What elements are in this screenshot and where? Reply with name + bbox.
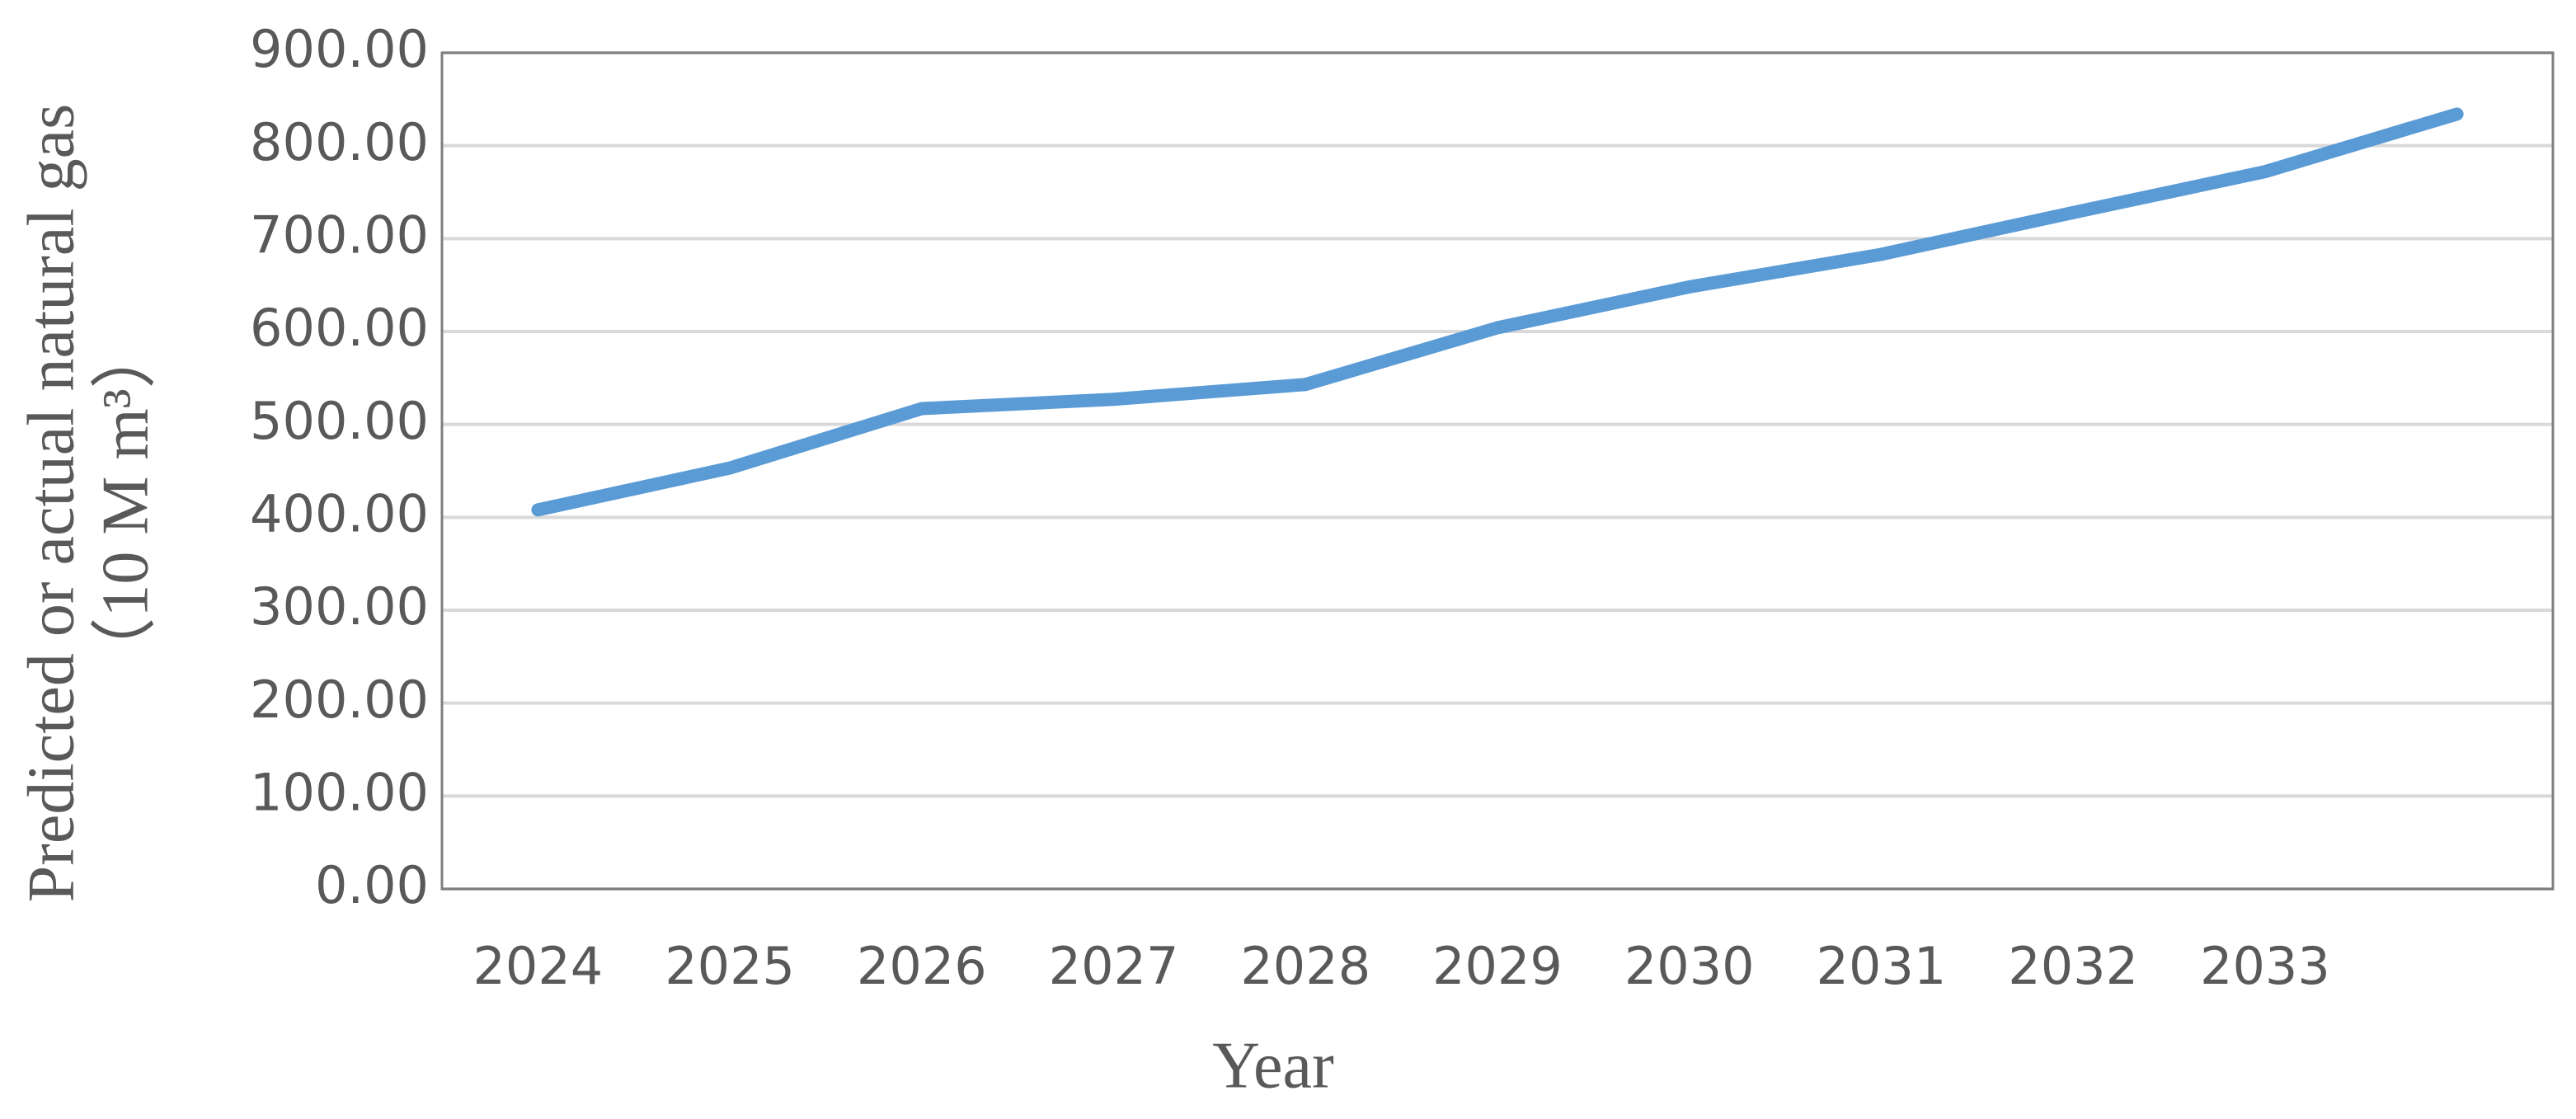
x-tick-label: 2033 (2200, 936, 2330, 996)
x-tick-label: 2027 (1049, 936, 1179, 996)
y-axis-label: Predicted or actual natural gas （10 M m³… (15, 104, 162, 902)
line-series (531, 107, 2464, 517)
y-tick-label: 500.00 (250, 391, 429, 451)
y-axis-label-line: （10 M m³） (89, 322, 162, 683)
x-tick-label: 2032 (2008, 936, 2138, 996)
y-tick-label: 100.00 (250, 762, 429, 822)
y-tick-label: 900.00 (250, 19, 429, 79)
x-tick-label: 2031 (1817, 936, 1947, 996)
y-tick-label: 300.00 (250, 576, 429, 637)
y-tick-label: 0.00 (315, 855, 429, 915)
y-axis-label-line: Predicted or actual natural gas (15, 104, 87, 902)
x-tick-label: 2024 (472, 936, 603, 996)
plot-frame (440, 51, 2555, 891)
y-tick-label: 600.00 (250, 298, 429, 358)
x-axis-label: Year (1212, 1029, 1333, 1102)
x-tick-label: 2026 (857, 936, 987, 996)
y-tick-label: 800.00 (250, 112, 429, 172)
y-tick-label: 400.00 (250, 483, 429, 543)
y-tick-label: 200.00 (250, 670, 429, 730)
x-tick-label: 2030 (1624, 936, 1755, 996)
x-tick-label: 2028 (1240, 936, 1370, 996)
x-tick-label: 2025 (665, 936, 795, 996)
y-tick-label: 700.00 (250, 205, 429, 265)
x-tick-label: 2029 (1432, 936, 1563, 996)
